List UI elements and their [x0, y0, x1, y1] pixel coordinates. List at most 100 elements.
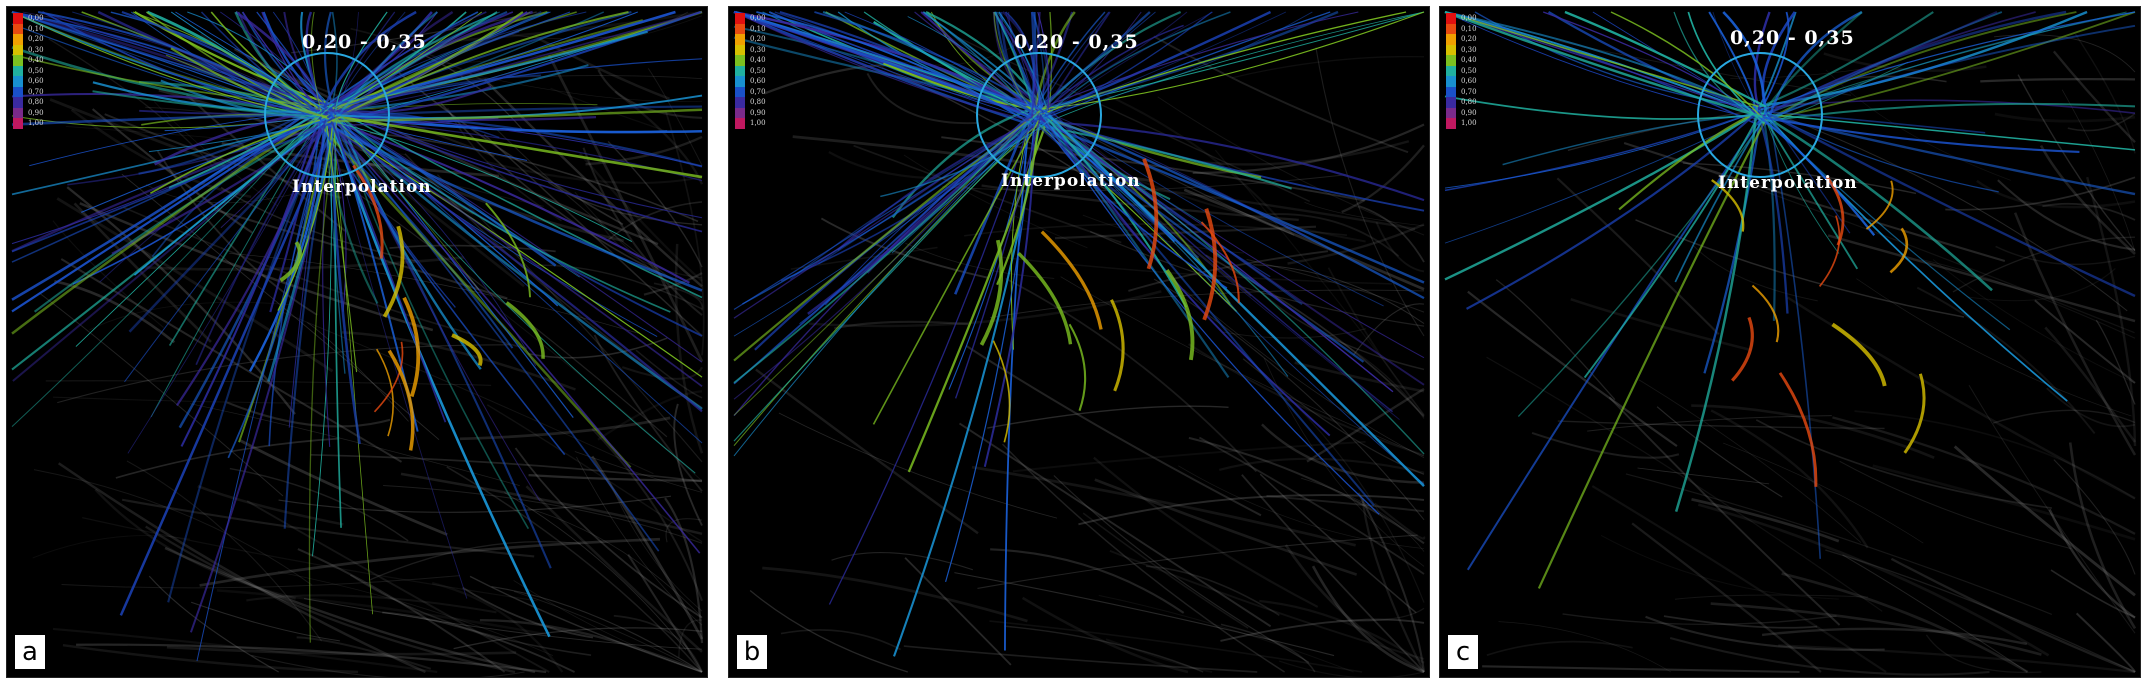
context-edge	[38, 292, 284, 497]
focus-edge	[92, 90, 322, 118]
highlight-edge	[1165, 268, 1195, 361]
focus-edge	[1759, 111, 1859, 270]
focus-edge	[11, 108, 322, 313]
highlight-edge	[402, 296, 421, 398]
context-edge	[2067, 112, 2136, 132]
context-edge	[1925, 634, 2042, 674]
legend-swatch	[735, 44, 745, 55]
context-edge	[1153, 278, 1425, 521]
context-edge	[1781, 572, 2029, 674]
context-edge	[1872, 464, 2136, 541]
context-edge	[977, 534, 1418, 589]
focus-edge	[1537, 118, 1767, 589]
highlight-edge	[992, 340, 1011, 443]
focus-edge	[733, 112, 1037, 319]
legend-swatch	[13, 65, 23, 76]
context-edge	[70, 108, 252, 199]
focus-edge	[329, 64, 589, 113]
context-edge	[82, 517, 538, 602]
interpolation-label-b: Interpolation	[1001, 171, 1141, 191]
context-edge	[1358, 205, 1425, 263]
focus-edge	[1045, 11, 1231, 117]
focus-edge	[1757, 112, 2136, 151]
context-edge	[762, 566, 1028, 623]
legend-row: 0,20	[13, 34, 73, 45]
context-edge	[1976, 179, 2136, 209]
context-edge	[296, 636, 432, 670]
context-edge	[1092, 137, 1295, 236]
context-edge	[1218, 457, 1425, 474]
context-edge	[1697, 503, 2050, 657]
focus-edge	[1444, 114, 1753, 281]
context-edge	[1082, 512, 1249, 629]
focus-edge	[335, 121, 633, 243]
context-edge	[1486, 640, 1633, 656]
context-edge	[1699, 167, 2135, 334]
context-edge	[2042, 202, 2136, 221]
panel-badge-b: b	[737, 635, 767, 669]
context-edge	[1098, 594, 1354, 673]
focus-edge	[1767, 106, 1822, 559]
focus-edge	[72, 110, 333, 285]
legend-label: 0,60	[1461, 77, 1477, 86]
focus-edge	[175, 121, 325, 407]
focus-edge	[1759, 11, 1863, 118]
focus-edge	[327, 120, 701, 554]
context-edge	[62, 643, 359, 674]
context-edge	[239, 439, 448, 536]
focus-edge	[1047, 118, 1188, 308]
context-edge	[126, 460, 323, 642]
context-edge	[513, 591, 703, 673]
context-edge	[1562, 613, 1837, 626]
legend-swatch	[735, 23, 745, 34]
context-edges	[749, 35, 1426, 677]
legend-row: 0,30	[13, 44, 73, 55]
focus-edge	[42, 11, 320, 116]
focus-edge	[128, 119, 335, 333]
context-edge	[197, 485, 344, 526]
context-edge	[2050, 569, 2136, 618]
legend-swatch	[1446, 86, 1456, 97]
context-edge	[958, 422, 1272, 628]
legend-row: 0,60	[735, 76, 795, 87]
legend-label: 0,00	[1461, 14, 1477, 23]
focus-edge	[328, 111, 703, 168]
focus-edge	[1751, 114, 2080, 153]
context-edge	[673, 403, 703, 526]
context-edge	[1315, 47, 1425, 337]
context-edge	[54, 280, 176, 344]
context-edge	[627, 553, 703, 673]
highlight-edge	[1731, 316, 1754, 382]
focus-edge	[1039, 11, 1214, 120]
context-edge	[1004, 625, 1204, 673]
context-edge	[57, 344, 510, 404]
focus-edge	[327, 124, 703, 413]
context-edge	[1663, 615, 1818, 629]
focus-edge	[170, 47, 328, 118]
context-edge	[310, 453, 703, 483]
highlight-edge	[373, 341, 404, 413]
focus-edge	[983, 110, 1035, 467]
highlight-edge	[1068, 323, 1087, 412]
context-edge	[486, 161, 703, 185]
focus-edge	[11, 119, 322, 263]
context-edge	[1823, 52, 1987, 72]
context-edge	[246, 594, 497, 614]
range-label-c: 0,20 - 0,35	[1730, 27, 1855, 49]
legend-swatch	[735, 97, 745, 108]
focus-edge	[325, 106, 480, 290]
highlight-edge	[1903, 373, 1926, 454]
focus-edge	[1042, 11, 1287, 118]
focus-edge	[1765, 11, 2136, 110]
panel-badge-a: a	[15, 635, 45, 669]
context-edge	[1932, 259, 2136, 384]
context-edge	[582, 147, 703, 316]
context-edge	[459, 416, 671, 441]
context-edge	[2074, 33, 2136, 154]
context-edge	[283, 311, 654, 475]
context-edge	[2061, 89, 2136, 252]
context-edge	[664, 497, 704, 644]
color-legend-c: 0,00 0,10 0,20 0,30 0,40 0,50 0,60 0,70 0,80 0,90…	[1446, 13, 1506, 129]
context-edge	[278, 495, 672, 513]
context-edge	[76, 643, 547, 674]
